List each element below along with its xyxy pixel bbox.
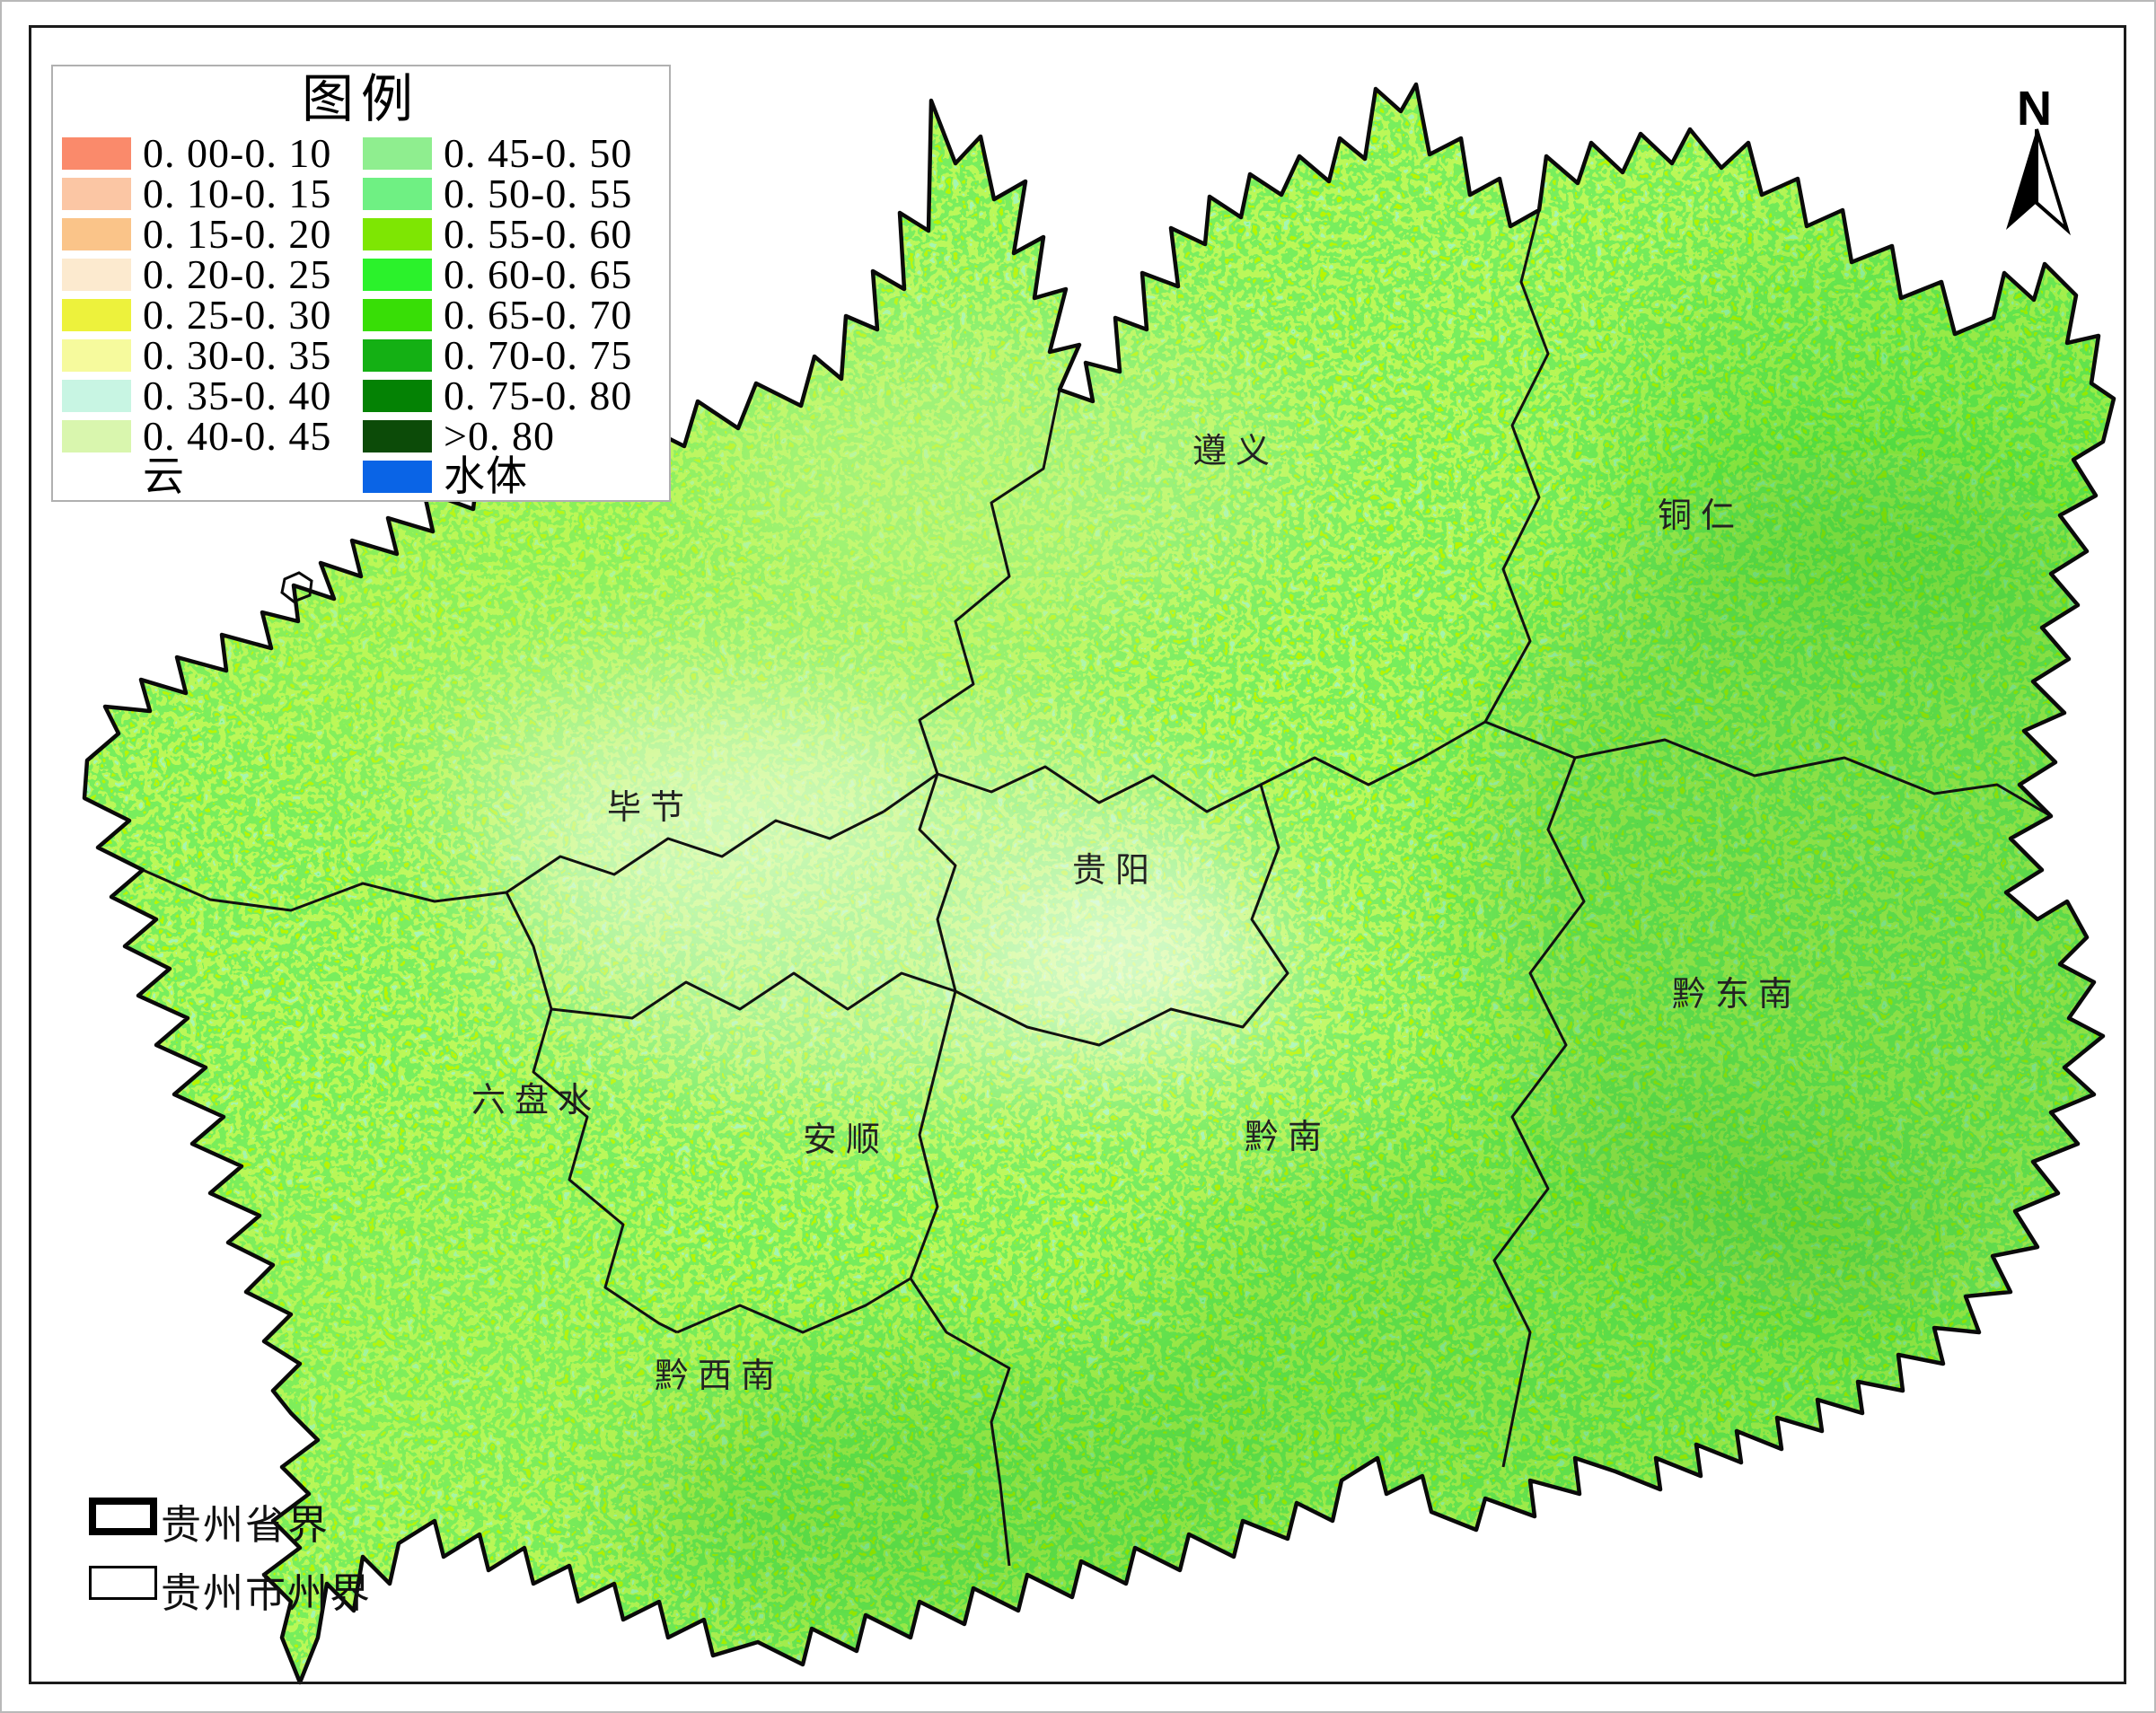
legend-label: 0. 40-0. 45 — [143, 413, 332, 459]
legend-label: 0. 15-0. 20 — [143, 211, 332, 257]
legend-swatch — [62, 339, 131, 372]
legend-swatch — [62, 178, 131, 210]
legend-label: 0. 30-0. 35 — [143, 332, 332, 378]
north-arrow-glyph — [2006, 128, 2071, 236]
label-liupanshui: 六盘水 — [471, 1082, 601, 1120]
legend-label: 0. 00-0. 10 — [143, 130, 332, 176]
legend-label: 0. 65-0. 70 — [444, 292, 633, 338]
legend-swatch — [363, 259, 432, 291]
label-zunyi: 遵义 — [1192, 433, 1279, 470]
legend-swatch — [363, 380, 432, 412]
north-arrow: N — [1986, 81, 2094, 242]
legend-swatch-cloud — [62, 461, 131, 493]
label-qiandongnan: 黔东南 — [1672, 976, 1801, 1014]
legend-swatch — [62, 218, 131, 250]
prefecture-boundary-label: 贵州市州界 — [161, 1571, 373, 1616]
legend-swatch — [363, 339, 432, 372]
legend-label: 0. 20-0. 25 — [143, 251, 332, 297]
legend-swatch — [363, 178, 432, 210]
province-outline — [82, 82, 2116, 1685]
north-letter: N — [2017, 82, 2052, 136]
legend-box: 图例 0. 00-0. 10 0. 10-0. 15 0. 15-0. 20 0… — [51, 65, 671, 502]
province-boundary-swatch — [89, 1498, 157, 1535]
legend-swatch — [363, 299, 432, 331]
prefecture-boundary-swatch — [89, 1566, 157, 1600]
legend-label: 0. 60-0. 65 — [444, 251, 633, 297]
legend-swatch — [62, 137, 131, 170]
legend-swatch — [363, 137, 432, 170]
label-bijie: 毕节 — [607, 789, 693, 827]
legend-label: 0. 75-0. 80 — [444, 373, 633, 418]
legend-label: >0. 80 — [444, 413, 555, 459]
region-labels: 遵义 铜仁 毕节 贵阳 黔东南 六盘水 安顺 黔南 黔西南 — [471, 433, 1801, 1395]
legend-swatch — [62, 299, 131, 331]
enclave-outline — [280, 571, 313, 603]
label-tongren: 铜仁 — [1658, 497, 1744, 535]
legend-label: 0. 50-0. 55 — [444, 171, 633, 216]
legend-label: 云 — [143, 453, 185, 499]
legend-swatch-water — [363, 461, 432, 493]
legend-swatch — [62, 420, 131, 452]
legend-swatch — [363, 218, 432, 250]
prefecture-boundaries — [142, 209, 2052, 1567]
label-qianxinan: 黔西南 — [655, 1357, 784, 1395]
legend-swatch — [363, 420, 432, 452]
legend-label: 0. 25-0. 30 — [143, 292, 332, 338]
legend-label: 0. 70-0. 75 — [444, 332, 633, 378]
label-guiyang: 贵阳 — [1072, 852, 1158, 890]
label-anshun: 安顺 — [803, 1121, 889, 1159]
province-boundary-label: 贵州省界 — [161, 1503, 330, 1548]
legend-label: 0. 45-0. 50 — [444, 130, 633, 176]
legend-label: 0. 10-0. 15 — [143, 171, 332, 216]
legend-label: 水体 — [444, 453, 528, 499]
legend-swatch — [62, 380, 131, 412]
legend-label: 0. 55-0. 60 — [444, 211, 633, 257]
legend-swatch — [62, 259, 131, 291]
legend-label: 0. 35-0. 40 — [143, 373, 332, 418]
legend-title: 图例 — [301, 70, 420, 128]
label-qiannan: 黔南 — [1245, 1119, 1331, 1156]
